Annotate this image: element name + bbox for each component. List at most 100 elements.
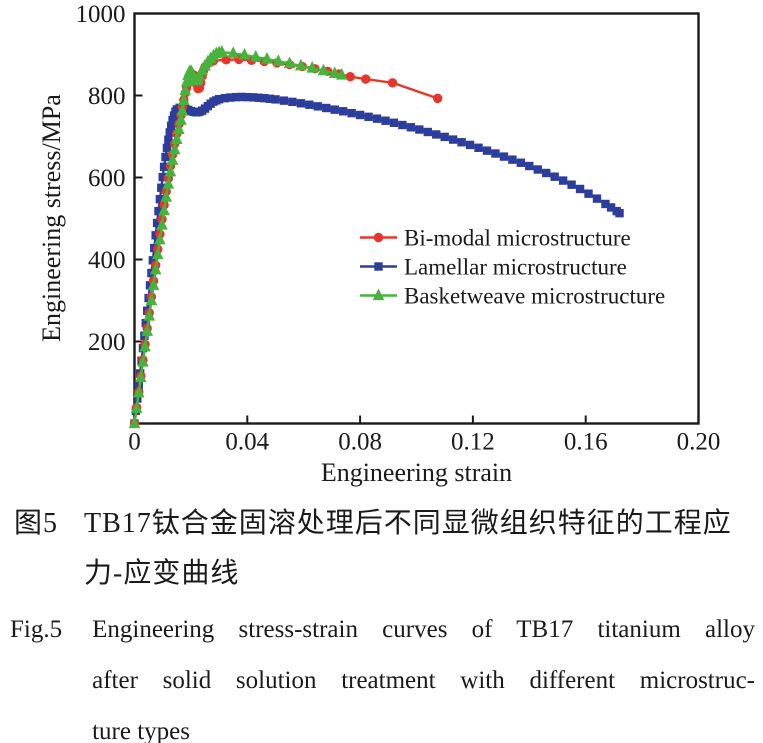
series-lamellar-marker bbox=[338, 107, 348, 116]
series-bi-modal-marker bbox=[432, 93, 443, 104]
series-lamellar-marker bbox=[601, 199, 610, 209]
legend-label-basketweave: Basketweave microstructure bbox=[404, 284, 665, 309]
y-tick-label: 200 bbox=[88, 329, 126, 356]
series-basketweave-marker bbox=[173, 122, 185, 135]
caption-en-line2: after solid solution treatment with diff… bbox=[92, 667, 755, 694]
series-lamellar-marker bbox=[525, 161, 534, 171]
series-lamellar-marker bbox=[158, 172, 167, 182]
series-lamellar-marker bbox=[558, 176, 568, 185]
chart-canvas: 0 0.04 0.08 0.12 0.16 0.20 200 400 600 800 1000 Eng… bbox=[37, 1, 721, 487]
series-lamellar-marker bbox=[141, 318, 150, 328]
series-lamellar-marker bbox=[584, 189, 593, 198]
series-lamellar-marker bbox=[155, 195, 165, 204]
y-axis-title: Engineering stress/MPa bbox=[37, 94, 66, 342]
series-basketweave-marker bbox=[227, 46, 239, 58]
series-basketweave-marker bbox=[135, 370, 147, 383]
caption-chinese: 图5 TB17钛合金固溶处理后不同显微组织特征的工程应 力-应变曲线 bbox=[14, 499, 757, 599]
series-lamellar-marker bbox=[474, 143, 483, 152]
series-lamellar-marker bbox=[237, 92, 246, 102]
series-lamellar-marker bbox=[254, 93, 263, 102]
series-lamellar-marker bbox=[606, 203, 616, 212]
x-tick-label: 0.20 bbox=[677, 429, 721, 456]
series-lamellar-marker bbox=[162, 143, 172, 153]
series-lamellar-marker bbox=[154, 206, 163, 216]
series-lamellar-marker bbox=[516, 158, 526, 167]
series-bi-modal-marker bbox=[361, 74, 371, 84]
series-lamellar-marker bbox=[226, 93, 235, 102]
series-basketweave-marker bbox=[143, 309, 156, 321]
series-lamellar-marker bbox=[220, 93, 229, 103]
caption-zh-line2: 力-应变曲线 bbox=[84, 558, 240, 589]
x-tick-label: 0.12 bbox=[451, 429, 495, 456]
series-lamellar-marker bbox=[313, 102, 322, 111]
series-lamellar-marker bbox=[415, 125, 424, 134]
caption-en-line1: Engineering stress-strain curves of TB17… bbox=[92, 616, 755, 643]
series-lamellar-marker bbox=[372, 114, 382, 123]
series-bi-modal-marker bbox=[345, 71, 355, 82]
series-lamellar-marker bbox=[166, 121, 176, 131]
series-lamellar-marker bbox=[381, 116, 390, 125]
series-basketweave-marker bbox=[179, 83, 192, 96]
series-basketweave-marker bbox=[145, 293, 158, 306]
series-lamellar-marker bbox=[542, 168, 551, 178]
series-basketweave-marker bbox=[295, 58, 307, 71]
series-basketweave-marker bbox=[171, 132, 183, 144]
caption-zh-line1: TB17钛合金固溶处理后不同显微组织特征的工程应 bbox=[84, 508, 732, 539]
caption-zh-body: TB17钛合金固溶处理后不同显微组织特征的工程应 力-应变曲线 bbox=[84, 499, 757, 599]
y-tick-label: 1000 bbox=[76, 1, 126, 28]
series-basketweave-marker bbox=[166, 153, 179, 165]
series-lamellar-marker bbox=[305, 100, 314, 109]
series-lamellar-marker bbox=[550, 172, 559, 181]
series-basketweave-marker bbox=[128, 416, 141, 429]
x-tick-label: 0.04 bbox=[225, 429, 269, 456]
series-basketweave-marker bbox=[162, 177, 175, 189]
series-lamellar-marker bbox=[575, 184, 585, 194]
series-basketweave-marker bbox=[261, 52, 273, 64]
series-lamellar-marker bbox=[406, 123, 416, 132]
series-basketweave-marker bbox=[160, 190, 173, 202]
caption-en-label: Fig.5 bbox=[10, 616, 63, 643]
series-lamellar-marker bbox=[271, 95, 280, 104]
series-lamellar-marker bbox=[457, 138, 466, 147]
legend-label-lamellar: Lamellar microstructure bbox=[404, 255, 627, 280]
series-lamellar-marker bbox=[168, 115, 177, 125]
series-basketweave-marker bbox=[154, 232, 166, 245]
series-lamellar-marker bbox=[432, 130, 441, 139]
series-lamellar-marker bbox=[389, 118, 399, 127]
series-lamellar-marker bbox=[347, 108, 356, 118]
caption-en-body: Engineering stress-strain curves of TB17… bbox=[92, 604, 755, 743]
stress-strain-chart: 0 0.04 0.08 0.12 0.16 0.20 200 400 600 800 1000 Eng… bbox=[37, 1, 721, 487]
series-basketweave-marker bbox=[176, 104, 189, 116]
legend-marker-lamellar bbox=[374, 262, 383, 271]
series-lamellar-marker bbox=[296, 99, 306, 108]
series-lamellar-marker bbox=[423, 127, 432, 137]
series-basketweave-marker bbox=[158, 203, 170, 216]
series-basketweave-marker bbox=[151, 247, 164, 260]
series-lamellar-marker bbox=[148, 256, 158, 265]
series-lamellar-marker bbox=[491, 149, 500, 158]
series-basketweave-marker bbox=[132, 385, 145, 398]
series-basketweave-marker bbox=[147, 278, 160, 290]
series-basketweave-marker bbox=[317, 63, 330, 76]
series-lamellar-marker bbox=[322, 103, 331, 113]
series-basketweave-marker bbox=[141, 324, 153, 336]
series-basketweave-marker bbox=[139, 339, 151, 352]
series-basketweave-marker bbox=[178, 93, 190, 106]
series-lamellar-marker bbox=[533, 165, 542, 174]
plot-frame bbox=[133, 12, 700, 425]
y-tick-label: 800 bbox=[88, 83, 126, 110]
series-basketweave-marker bbox=[272, 54, 285, 66]
series-lamellar-marker bbox=[152, 218, 162, 228]
series-bi-modal-marker bbox=[387, 78, 398, 88]
x-tick-label: 0.16 bbox=[564, 429, 608, 456]
x-tick-label: 0.08 bbox=[338, 429, 382, 456]
legend-label-bi-modal: Bi-modal microstructure bbox=[404, 226, 631, 251]
series-lamellar-marker bbox=[288, 97, 297, 107]
series-basketweave-marker bbox=[328, 66, 341, 78]
series-basketweave-marker bbox=[175, 113, 187, 125]
series-basketweave-marker bbox=[130, 401, 143, 413]
series-lamellar-marker bbox=[161, 152, 170, 162]
series-lamellar-marker bbox=[592, 194, 602, 203]
series-lamellar-marker bbox=[364, 112, 373, 122]
